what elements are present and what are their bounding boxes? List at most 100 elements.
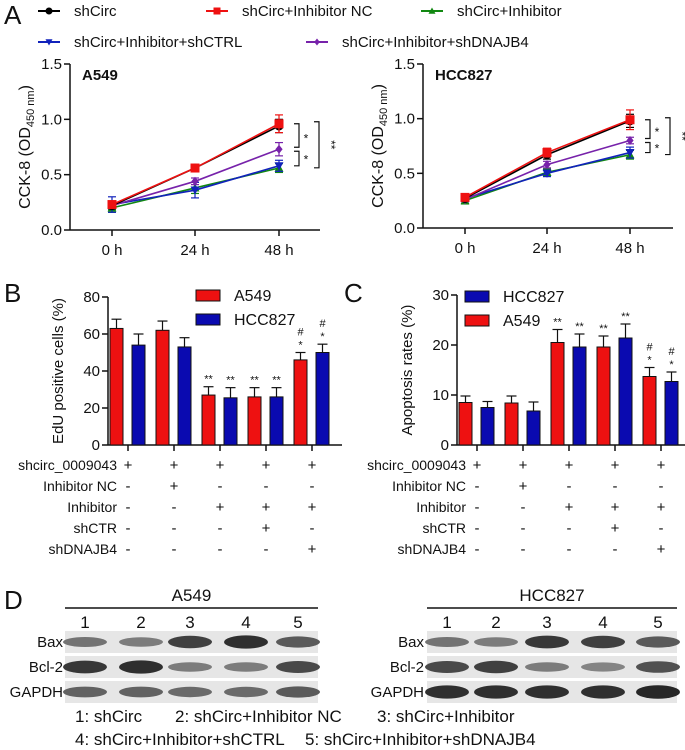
bar-a549	[247, 396, 262, 446]
blot-band	[63, 660, 107, 674]
blot-band	[636, 685, 680, 699]
lane-number: 5	[653, 613, 662, 632]
blot-band	[581, 685, 625, 699]
blot-key-item: 3: shCirc+Inhibitor	[377, 707, 515, 726]
treatment-value: +	[124, 457, 133, 474]
sig-mark: *	[647, 355, 652, 367]
treatment-value: -	[310, 478, 315, 495]
y-axis-label-sub: 450 nm	[378, 89, 390, 126]
treatment-value: +	[519, 457, 528, 474]
treatment-value: -	[126, 520, 131, 537]
blot-band	[425, 685, 469, 699]
sig-bracket	[294, 123, 300, 148]
marker-triangle-down	[542, 169, 552, 178]
chart-title: HCC827	[435, 67, 493, 84]
legend-label: shCirc+Inhibitor	[457, 3, 562, 20]
legend-label: A549	[234, 288, 271, 305]
bar-hcc827	[223, 397, 238, 446]
y-axis-label-main: CCK-8 (OD	[17, 127, 34, 209]
marker-triangle-up	[428, 7, 436, 14]
legend-swatch	[464, 290, 490, 303]
x-tick-label: 48 h	[615, 240, 644, 257]
treatment-value: -	[567, 478, 572, 495]
blot-band	[276, 686, 320, 698]
blot-band	[276, 636, 320, 648]
treatment-value: -	[218, 520, 223, 537]
marker-square	[460, 192, 470, 202]
sig-mark: **	[553, 317, 562, 329]
treatment-value: -	[126, 478, 131, 495]
treatment-value: -	[567, 520, 572, 537]
sig-mark: #	[319, 318, 326, 330]
sig-mark: **	[324, 140, 338, 150]
sig-mark: #	[646, 342, 653, 354]
sig-bracket	[294, 150, 300, 167]
treatment-value: +	[657, 541, 666, 558]
treatment-value: +	[565, 457, 574, 474]
bar-hcc827	[526, 410, 541, 446]
lane-number: 4	[241, 613, 250, 632]
lane-number: 5	[293, 613, 302, 632]
treatment-value: +	[308, 457, 317, 474]
sig-mark: **	[675, 131, 685, 141]
marker-diamond	[314, 38, 320, 46]
treatment-value: +	[308, 541, 317, 558]
bar-a549	[504, 402, 519, 446]
bar-a549	[201, 394, 216, 446]
lane-number: 2	[491, 613, 500, 632]
treatment-value: -	[310, 520, 315, 537]
blot-band	[63, 637, 107, 647]
x-tick-label: 0 h	[102, 242, 123, 259]
sig-mark: **	[621, 311, 630, 323]
y-tick-label: 1.5	[41, 56, 62, 73]
western-blot-panel: A549 1 2 3 4 5 Bax Bcl-2 GAPDH HCC827 1 2 3 4 5 Bax Bcl-…	[10, 586, 680, 749]
blot-band	[581, 635, 625, 649]
treatment-value: -	[521, 541, 526, 558]
treatment-value: -	[475, 541, 480, 558]
y-tick-label: 60	[83, 326, 100, 343]
bar-a549	[642, 376, 657, 446]
treatment-value: +	[611, 520, 620, 537]
y-tick-label: 80	[83, 289, 100, 306]
treatment-value: +	[519, 478, 528, 495]
treatment-value: -	[264, 541, 269, 558]
blot-row-label: GAPDH	[371, 684, 424, 701]
treatment-label: Inhibitor	[416, 499, 466, 515]
legend-label: A549	[503, 313, 540, 330]
treatment-value: +	[611, 499, 620, 516]
panel-label-a: A	[4, 0, 22, 30]
sig-bracket	[314, 121, 320, 169]
y-axis-label: CCK-8 (OD450 nm)	[17, 85, 37, 209]
legend-label: shCirc+Inhibitor NC	[242, 3, 373, 20]
treatment-value: -	[172, 499, 177, 516]
sig-mark: **	[204, 374, 213, 386]
bar-a549	[109, 327, 124, 446]
treatment-label: shCTR	[422, 520, 466, 536]
blot-band	[276, 661, 320, 673]
blot-band	[474, 660, 518, 674]
x-tick-label: 48 h	[264, 242, 293, 259]
treatment-value: -	[264, 478, 269, 495]
blot-band	[636, 661, 680, 673]
y-tick-label: 20	[432, 337, 449, 354]
blot-band	[224, 662, 268, 672]
lane-number: 3	[185, 613, 194, 632]
chart-title: A549	[82, 67, 118, 84]
blot-row-label: Bcl-2	[390, 659, 424, 676]
treatment-value: -	[475, 478, 480, 495]
y-tick-label: 40	[83, 363, 100, 380]
treatment-label: shDNAJB4	[49, 541, 118, 557]
treatment-label: shCTR	[73, 520, 117, 536]
bar-a549	[293, 359, 308, 446]
y-tick-label: 0	[92, 437, 100, 454]
blot-key-item: 4: shCirc+Inhibitor+shCTRL	[75, 730, 285, 749]
blot-band	[425, 637, 469, 647]
y-axis-label: Apoptosis rates (%)	[399, 305, 416, 436]
y-axis-label-close: )	[17, 85, 34, 90]
lane-number: 4	[598, 613, 607, 632]
treatment-value: -	[521, 520, 526, 537]
treatment-label: shDNAJB4	[398, 541, 467, 557]
marker-triangle-down	[45, 39, 53, 46]
